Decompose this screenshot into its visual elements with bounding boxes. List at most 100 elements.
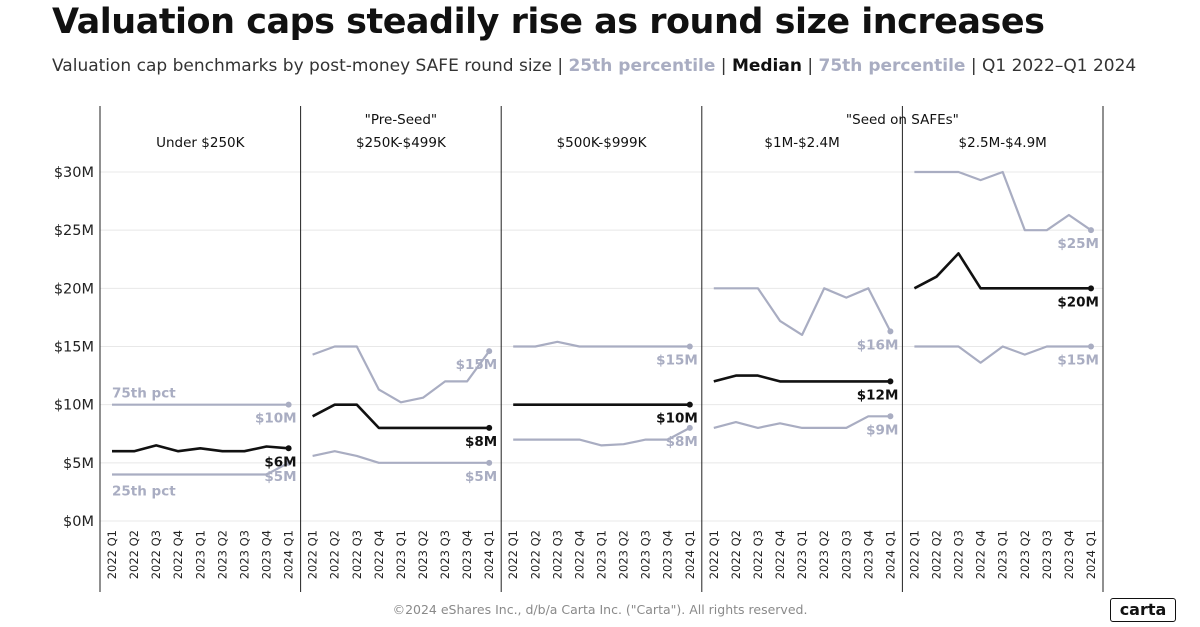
x-tick-label: 2023 Q1 — [795, 530, 809, 579]
panel-title: $250K-$499K — [356, 135, 447, 151]
group-label: "Pre-Seed" — [365, 112, 438, 128]
y-tick-label: $5M — [63, 456, 94, 472]
x-tick-label: 2022 Q3 — [550, 530, 564, 579]
series-annotation-p75: 75th pct — [112, 386, 176, 402]
series-line-p25 — [513, 426, 691, 447]
end-value-label-p75: $15M — [656, 353, 698, 369]
series-annotation-p25: 25th pct — [112, 483, 176, 499]
x-tick-label: 2022 Q1 — [306, 530, 320, 579]
chart-title: Valuation caps steadily rise as round si… — [52, 2, 1045, 42]
x-tick-label: 2024 Q1 — [683, 530, 697, 579]
x-tick-label: 2022 Q4 — [572, 530, 586, 579]
end-value-label-p75: $15M — [456, 357, 498, 373]
end-point-median — [686, 401, 693, 408]
end-value-label-median: $20M — [1057, 294, 1099, 310]
y-tick-label: $15M — [54, 340, 94, 356]
x-tick-label: 2023 Q4 — [661, 530, 675, 579]
x-tick-label: 2023 Q1 — [394, 530, 408, 579]
x-tick-label: 2023 Q3 — [1040, 530, 1054, 579]
end-value-label-median: $6M — [264, 454, 296, 470]
y-tick-label: $10M — [54, 398, 94, 414]
end-point-p75 — [887, 328, 894, 335]
end-value-label-median: $12M — [857, 387, 899, 403]
end-value-label-median: $10M — [656, 411, 698, 427]
x-tick-label: 2022 Q1 — [506, 530, 520, 579]
end-point-p25 — [1088, 343, 1094, 350]
x-tick-label: 2023 Q3 — [438, 530, 452, 579]
y-tick-label: $30M — [54, 165, 94, 181]
x-tick-label: 2022 Q2 — [127, 530, 141, 579]
end-point-median — [1088, 285, 1094, 292]
x-tick-label: 2023 Q1 — [193, 530, 207, 579]
x-tick-label: 2023 Q1 — [996, 530, 1010, 579]
end-point-median — [486, 424, 493, 431]
end-point-p75 — [686, 343, 693, 350]
x-tick-label: 2022 Q4 — [171, 530, 185, 579]
end-value-label-p25: $8M — [666, 434, 698, 450]
x-tick-label: 2023 Q3 — [839, 530, 853, 579]
x-tick-label: 2022 Q2 — [929, 530, 943, 579]
x-tick-label: 2023 Q2 — [416, 530, 430, 579]
x-tick-label: 2024 Q1 — [1084, 530, 1098, 579]
y-tick-label: $20M — [54, 281, 94, 297]
end-value-label-p75: $25M — [1057, 236, 1099, 252]
end-point-p25 — [285, 459, 292, 466]
end-value-label-p25: $5M — [264, 469, 296, 485]
subtitle-separator: | — [801, 56, 819, 76]
end-point-p25 — [486, 459, 493, 466]
y-tick-label: $25M — [54, 223, 94, 239]
end-point-median — [887, 378, 894, 385]
x-tick-label: 2024 Q1 — [482, 530, 496, 579]
x-tick-label: 2022 Q4 — [974, 530, 988, 579]
series-line-p25 — [112, 461, 290, 476]
panel-title: Under $250K — [156, 135, 246, 151]
x-tick-label: 2023 Q2 — [817, 530, 831, 579]
subtitle-prefix: Valuation cap benchmarks by post-money S… — [52, 56, 569, 76]
x-tick-label: 2022 Q1 — [105, 530, 119, 579]
panel-title: $500K-$999K — [557, 135, 648, 151]
subtitle-separator: | — [715, 56, 732, 76]
x-tick-label: 2022 Q1 — [907, 530, 921, 579]
end-value-label-p25: $15M — [1057, 353, 1099, 369]
x-tick-label: 2024 Q1 — [883, 530, 897, 579]
x-tick-label: 2023 Q2 — [215, 530, 229, 579]
series-line-p75 — [713, 287, 892, 336]
end-point-p25 — [686, 424, 693, 431]
subtitle-p75-legend: 75th percentile — [818, 56, 966, 76]
x-tick-label: 2023 Q3 — [639, 530, 653, 579]
series-line-p25 — [914, 345, 1091, 364]
x-tick-label: 2022 Q2 — [328, 530, 342, 579]
x-tick-label: 2023 Q3 — [237, 530, 251, 579]
carta-logo: carta — [1110, 598, 1176, 622]
x-tick-label: 2022 Q3 — [350, 530, 364, 579]
x-tick-label: 2023 Q4 — [861, 530, 875, 579]
x-tick-label: 2023 Q4 — [460, 530, 474, 579]
x-tick-label: 2022 Q4 — [773, 530, 787, 579]
x-tick-label: 2022 Q1 — [707, 530, 721, 579]
panel-title: $2.5M-$4.9M — [959, 135, 1047, 151]
end-point-p75 — [1088, 227, 1094, 234]
end-value-label-p25: $5M — [465, 469, 497, 485]
x-tick-label: 2022 Q3 — [952, 530, 966, 579]
x-tick-label: 2022 Q2 — [729, 530, 743, 579]
x-tick-label: 2022 Q3 — [751, 530, 765, 579]
series-line-median — [311, 403, 490, 430]
series-line-median — [913, 252, 1091, 290]
series-line-p25 — [312, 450, 490, 464]
subtitle-suffix: | Q1 2022–Q1 2024 — [965, 56, 1137, 76]
x-tick-label: 2023 Q2 — [617, 530, 631, 579]
copyright-footer: ©2024 eShares Inc., d/b/a Carta Inc. ("C… — [392, 602, 808, 617]
y-tick-label: $0M — [63, 514, 94, 530]
series-line-median — [713, 374, 891, 383]
chart-subtitle: Valuation cap benchmarks by post-money S… — [52, 56, 1136, 76]
group-label: "Seed on SAFEs" — [846, 112, 959, 128]
x-tick-label: 2022 Q2 — [528, 530, 542, 579]
subtitle-p25-legend: 25th percentile — [568, 56, 716, 76]
subtitle-median-legend: Median — [731, 56, 802, 76]
end-point-p25 — [887, 413, 894, 420]
end-value-label-p75: $16M — [857, 337, 899, 353]
end-point-p75 — [285, 401, 292, 408]
series-line-p25 — [713, 415, 891, 429]
series-line-p75 — [513, 340, 690, 348]
end-value-label-p25: $9M — [866, 422, 898, 438]
